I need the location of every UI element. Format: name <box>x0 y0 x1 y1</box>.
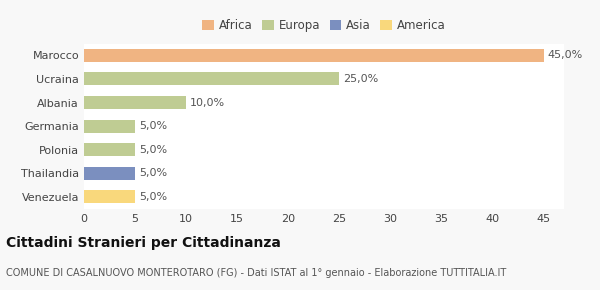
Text: COMUNE DI CASALNUOVO MONTEROTARO (FG) - Dati ISTAT al 1° gennaio - Elaborazione : COMUNE DI CASALNUOVO MONTEROTARO (FG) - … <box>6 267 506 278</box>
Bar <box>84 96 186 109</box>
Legend: Africa, Europa, Asia, America: Africa, Europa, Asia, America <box>200 17 448 34</box>
Bar <box>84 120 135 133</box>
Text: 45,0%: 45,0% <box>548 50 583 60</box>
Bar <box>84 191 135 204</box>
Text: 10,0%: 10,0% <box>190 97 226 108</box>
Text: 5,0%: 5,0% <box>139 168 167 178</box>
Bar <box>84 72 340 86</box>
Bar <box>84 49 544 62</box>
Text: Cittadini Stranieri per Cittadinanza: Cittadini Stranieri per Cittadinanza <box>6 235 281 249</box>
Text: 5,0%: 5,0% <box>139 192 167 202</box>
Text: 25,0%: 25,0% <box>343 74 379 84</box>
Bar <box>84 143 135 156</box>
Bar <box>84 167 135 180</box>
Text: 5,0%: 5,0% <box>139 145 167 155</box>
Text: 5,0%: 5,0% <box>139 121 167 131</box>
